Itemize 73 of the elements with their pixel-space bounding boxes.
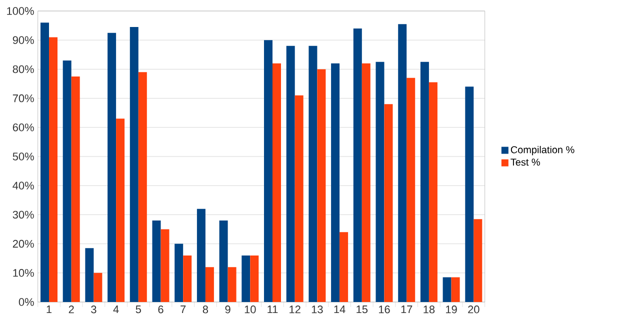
- bar: [116, 118, 125, 302]
- bar: [138, 72, 147, 302]
- x-tick-label: 6: [158, 306, 164, 314]
- x-tick-label: 3: [91, 306, 96, 314]
- x-tick-label: 7: [180, 306, 186, 314]
- x-tick-label: 14: [334, 306, 346, 314]
- x-tick-label: 9: [225, 306, 230, 314]
- bar: [205, 267, 214, 302]
- bar: [272, 63, 282, 302]
- bar: [152, 220, 161, 302]
- y-tick-label: 20%: [12, 240, 34, 248]
- bar: [451, 277, 460, 302]
- bar: [384, 104, 393, 302]
- x-tick-label: 16: [378, 306, 390, 314]
- y-tick-label: 80%: [12, 65, 34, 74]
- bar: [130, 27, 138, 302]
- bar: [340, 232, 348, 302]
- y-tick-label: 70%: [12, 94, 34, 102]
- y-tick-label: 0%: [18, 298, 34, 306]
- bar: [160, 229, 170, 302]
- bar: [376, 62, 384, 302]
- bar: [94, 272, 102, 302]
- x-tick-label: 8: [202, 306, 208, 314]
- x-tick-label: 20: [468, 306, 480, 314]
- x-tick-label: 17: [401, 306, 412, 314]
- bar: [242, 255, 250, 302]
- x-tick-label: 5: [136, 306, 141, 314]
- x-tick-label: 11: [268, 306, 278, 314]
- bar: [250, 255, 259, 302]
- x-tick-label: 10: [244, 306, 256, 314]
- bar: [353, 28, 362, 302]
- bar: [196, 208, 206, 302]
- x-tick-label: 15: [356, 306, 368, 314]
- y-tick-label: 100%: [7, 7, 34, 15]
- bar: [406, 78, 416, 302]
- bar: [317, 69, 326, 302]
- bar: [71, 76, 80, 302]
- x-tick-label: 12: [290, 306, 300, 314]
- bar: [308, 46, 318, 302]
- bar: [228, 267, 236, 302]
- bar: [264, 40, 273, 302]
- x-tick-label: 18: [424, 306, 435, 314]
- bar: [442, 277, 452, 302]
- bar: [474, 219, 482, 302]
- bar: [398, 24, 407, 302]
- bar: [85, 248, 94, 302]
- legend-label: Compilation %: [510, 146, 574, 156]
- bar: [294, 95, 304, 302]
- x-tick-label: 19: [446, 306, 457, 314]
- legend-label: Test %: [510, 158, 540, 166]
- y-tick-label: 10%: [13, 269, 34, 277]
- bar: [219, 220, 228, 302]
- bar: [108, 32, 116, 302]
- bar: [420, 62, 429, 302]
- bar: [362, 63, 370, 302]
- bar: [40, 22, 49, 302]
- x-tick-label: 13: [312, 306, 323, 314]
- bar: [174, 244, 184, 302]
- bar: [62, 60, 72, 302]
- y-tick-label: 60%: [12, 124, 34, 132]
- y-tick-label: 90%: [12, 36, 34, 44]
- bar: [428, 82, 438, 302]
- bar: [49, 37, 58, 302]
- bar: [331, 63, 340, 302]
- x-tick-label: 4: [113, 306, 119, 314]
- y-tick-label: 30%: [12, 210, 34, 219]
- bar: [286, 46, 295, 302]
- x-tick-label: 1: [46, 306, 52, 314]
- y-tick-label: 40%: [12, 182, 34, 190]
- bar: [183, 255, 192, 302]
- x-tick-label: 2: [68, 306, 74, 314]
- y-tick-label: 50%: [12, 152, 34, 160]
- bar: [465, 86, 474, 302]
